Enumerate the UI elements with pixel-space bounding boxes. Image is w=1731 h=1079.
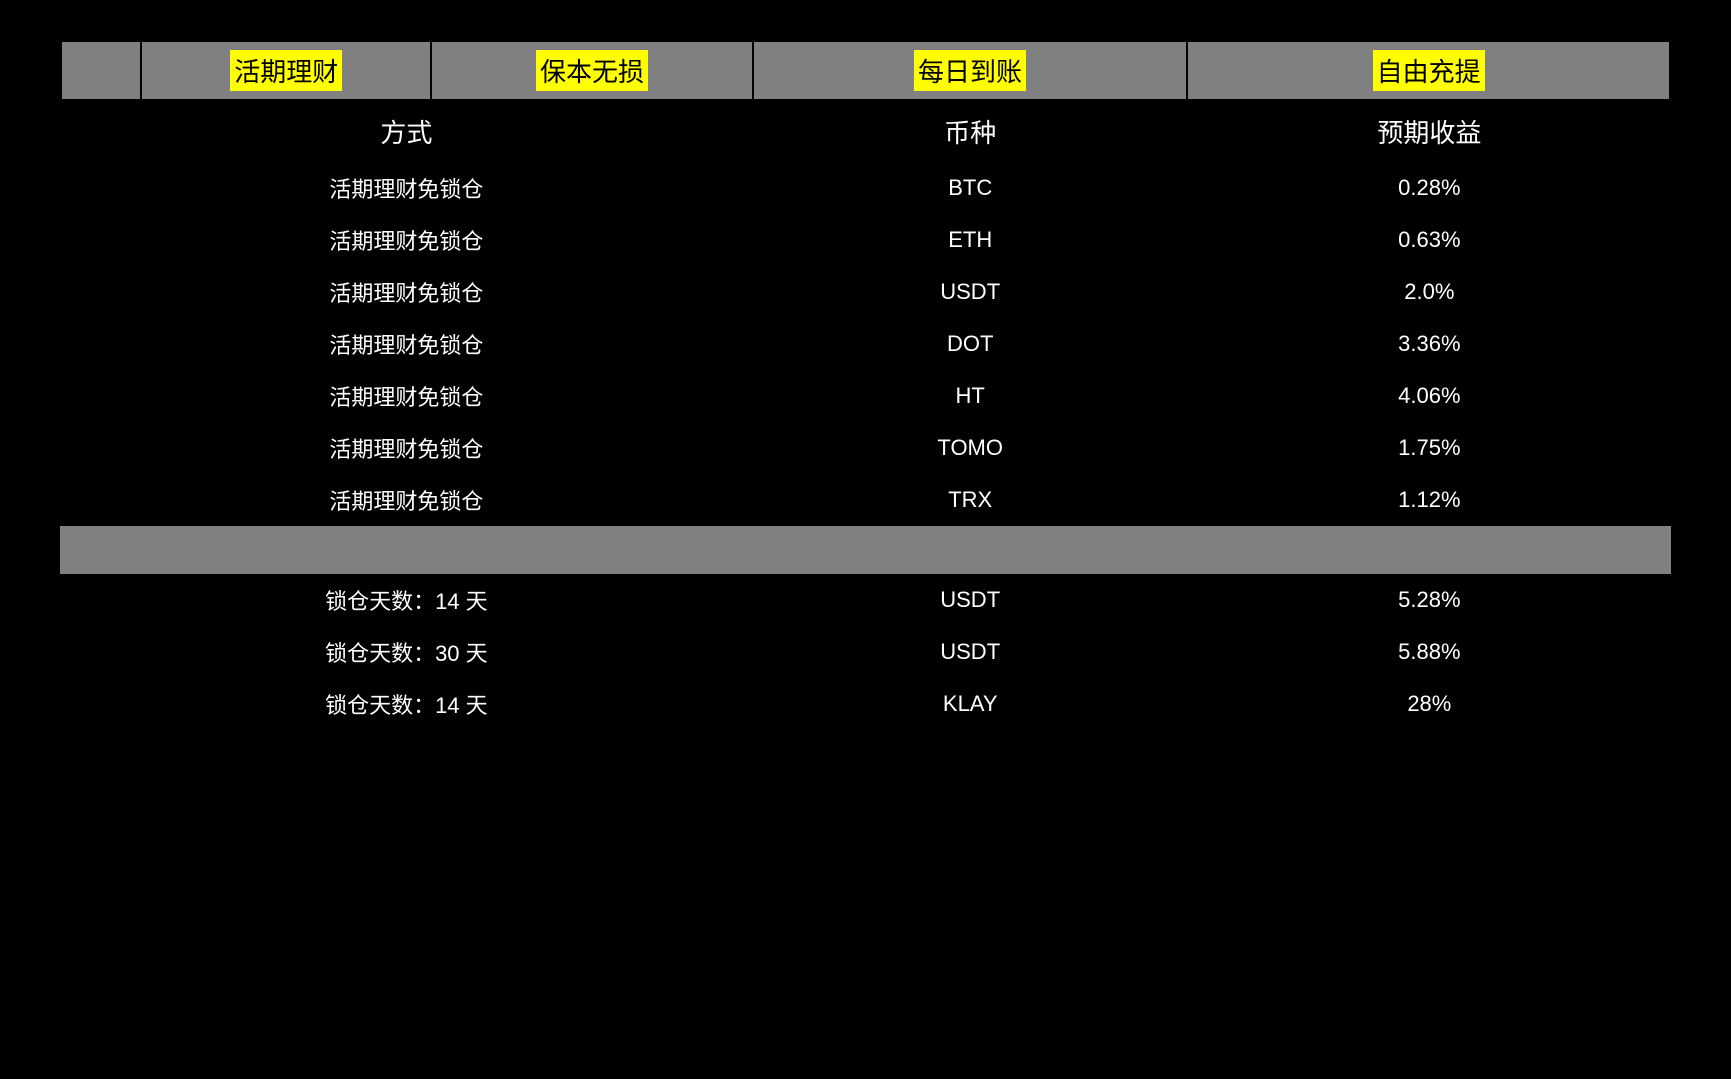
column-header-yield: 预期收益: [1188, 101, 1671, 162]
table-row: 锁仓天数：14 天 KLAY 28%: [60, 678, 1671, 730]
table-row: 活期理财免锁仓 DOT 3.36%: [60, 318, 1671, 370]
cell-yield: 2.0%: [1188, 266, 1671, 318]
cell-method: 活期理财免锁仓: [60, 474, 753, 526]
column-header-coin: 币种: [753, 101, 1188, 162]
cell-method: 锁仓天数：14 天: [60, 678, 753, 730]
cell-method: 活期理财免锁仓: [60, 266, 753, 318]
feature-cell-3: 每日到账: [753, 41, 1187, 100]
cell-method: 活期理财免锁仓: [60, 370, 753, 422]
feature-header-table: 活期理财 保本无损 每日到账 自由充提: [60, 40, 1671, 101]
divider-row: [60, 526, 1671, 574]
cell-coin: HT: [753, 370, 1188, 422]
cell-coin: USDT: [753, 626, 1188, 678]
table-row: 活期理财免锁仓 TOMO 1.75%: [60, 422, 1671, 474]
divider-cell: [60, 526, 1671, 574]
cell-method: 活期理财免锁仓: [60, 214, 753, 266]
table-row: 活期理财免锁仓 TRX 1.12%: [60, 474, 1671, 526]
cell-yield: 5.88%: [1188, 626, 1671, 678]
cell-method: 锁仓天数：30 天: [60, 626, 753, 678]
main-table-container: 活期理财 保本无损 每日到账 自由充提 方式 币种 预期收益 活期理财免锁仓 B…: [60, 40, 1671, 730]
cell-coin: BTC: [753, 162, 1188, 214]
cell-yield: 3.36%: [1188, 318, 1671, 370]
cell-coin: USDT: [753, 574, 1188, 626]
feature-empty-cell: [61, 41, 141, 100]
cell-coin: DOT: [753, 318, 1188, 370]
cell-yield: 1.75%: [1188, 422, 1671, 474]
cell-method: 锁仓天数：14 天: [60, 574, 753, 626]
cell-yield: 5.28%: [1188, 574, 1671, 626]
table-row: 活期理财免锁仓 HT 4.06%: [60, 370, 1671, 422]
feature-cell-4: 自由充提: [1187, 41, 1670, 100]
column-header-method: 方式: [60, 101, 753, 162]
cell-coin: TOMO: [753, 422, 1188, 474]
cell-yield: 0.63%: [1188, 214, 1671, 266]
data-table: 方式 币种 预期收益 活期理财免锁仓 BTC 0.28% 活期理财免锁仓 ETH…: [60, 101, 1671, 730]
cell-yield: 4.06%: [1188, 370, 1671, 422]
feature-cell-1: 活期理财: [141, 41, 431, 100]
cell-coin: ETH: [753, 214, 1188, 266]
table-row: 锁仓天数：14 天 USDT 5.28%: [60, 574, 1671, 626]
cell-yield: 28%: [1188, 678, 1671, 730]
table-row: 活期理财免锁仓 USDT 2.0%: [60, 266, 1671, 318]
cell-method: 活期理财免锁仓: [60, 162, 753, 214]
cell-method: 活期理财免锁仓: [60, 422, 753, 474]
cell-coin: TRX: [753, 474, 1188, 526]
table-row: 活期理财免锁仓 BTC 0.28%: [60, 162, 1671, 214]
feature-cell-2: 保本无损: [431, 41, 753, 100]
feature-label-3: 每日到账: [914, 50, 1026, 91]
feature-label-2: 保本无损: [536, 50, 648, 91]
cell-yield: 1.12%: [1188, 474, 1671, 526]
cell-coin: USDT: [753, 266, 1188, 318]
feature-label-1: 活期理财: [230, 50, 342, 91]
table-row: 锁仓天数：30 天 USDT 5.88%: [60, 626, 1671, 678]
column-header-row: 方式 币种 预期收益: [60, 101, 1671, 162]
feature-label-4: 自由充提: [1373, 50, 1485, 91]
table-row: 活期理财免锁仓 ETH 0.63%: [60, 214, 1671, 266]
cell-coin: KLAY: [753, 678, 1188, 730]
cell-yield: 0.28%: [1188, 162, 1671, 214]
feature-header-row: 活期理财 保本无损 每日到账 自由充提: [61, 41, 1670, 100]
cell-method: 活期理财免锁仓: [60, 318, 753, 370]
